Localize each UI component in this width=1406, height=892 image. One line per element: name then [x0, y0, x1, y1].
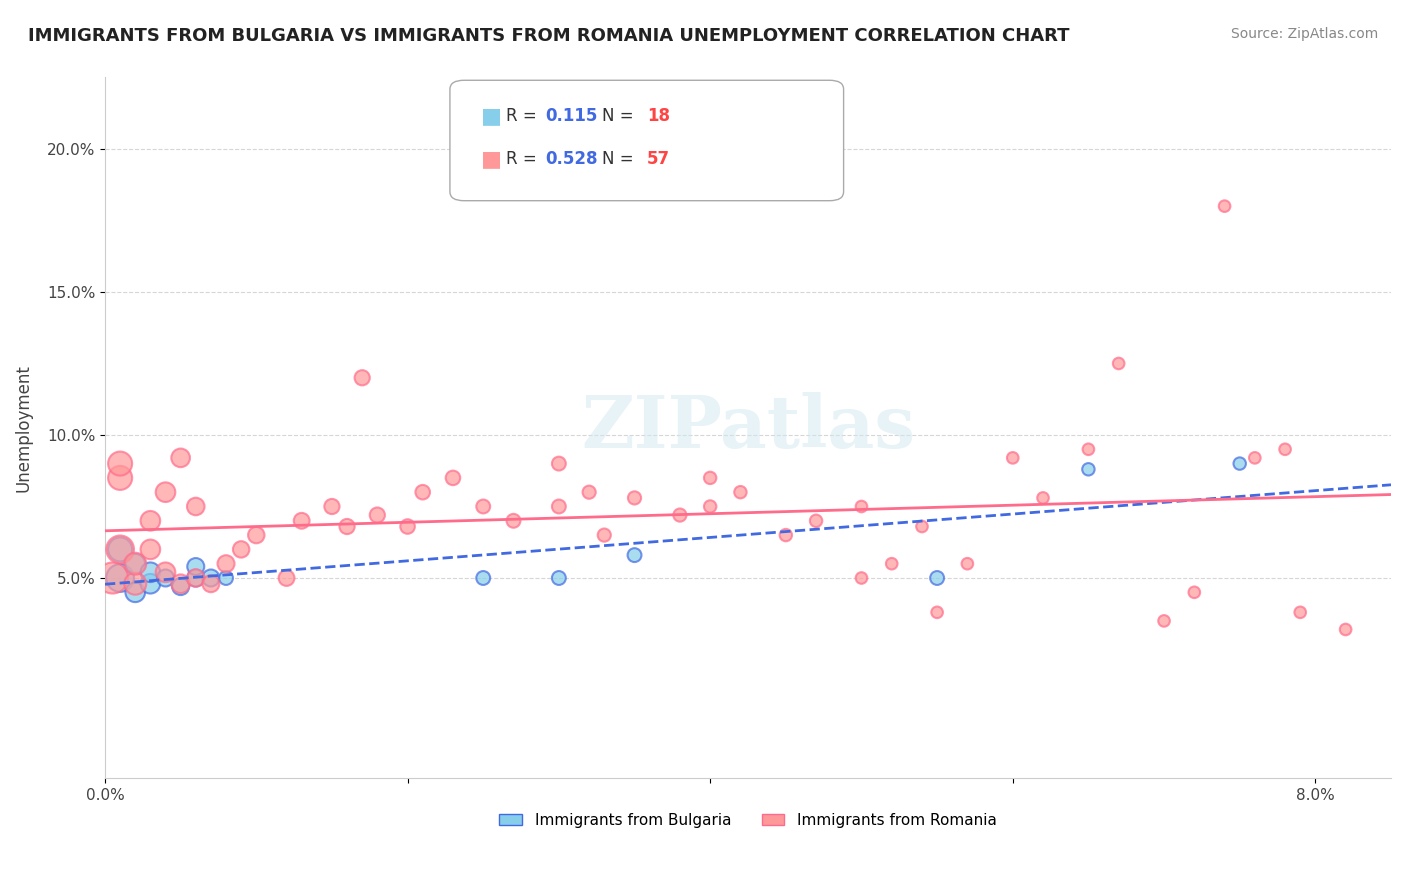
- Point: [291, 514, 314, 528]
- Point: [101, 571, 124, 585]
- Point: [911, 519, 934, 533]
- Point: [108, 571, 131, 585]
- Point: [1213, 199, 1236, 213]
- Point: [215, 571, 238, 585]
- Point: [139, 566, 162, 580]
- Text: N =: N =: [602, 107, 638, 125]
- Point: [1108, 356, 1130, 370]
- Point: [124, 585, 146, 599]
- Point: [1243, 450, 1265, 465]
- Point: [623, 548, 645, 562]
- Point: [775, 528, 797, 542]
- Point: [184, 571, 207, 585]
- Point: [336, 519, 359, 533]
- Point: [851, 571, 873, 585]
- Point: [699, 500, 721, 514]
- Point: [108, 471, 131, 485]
- Text: ■: ■: [481, 106, 502, 126]
- Text: Source: ZipAtlas.com: Source: ZipAtlas.com: [1230, 27, 1378, 41]
- Text: ■: ■: [481, 149, 502, 169]
- Point: [1077, 442, 1099, 457]
- Text: ZIPatlas: ZIPatlas: [581, 392, 915, 463]
- Point: [231, 542, 253, 557]
- Text: 18: 18: [647, 107, 669, 125]
- Point: [124, 557, 146, 571]
- Point: [730, 485, 752, 500]
- Point: [1032, 491, 1054, 505]
- Point: [927, 605, 949, 619]
- Point: [169, 450, 191, 465]
- Point: [1229, 457, 1251, 471]
- Text: 57: 57: [647, 150, 669, 168]
- Point: [623, 491, 645, 505]
- Point: [412, 485, 434, 500]
- Point: [547, 571, 569, 585]
- Point: [593, 528, 616, 542]
- Point: [472, 571, 495, 585]
- Point: [1334, 623, 1357, 637]
- Text: IMMIGRANTS FROM BULGARIA VS IMMIGRANTS FROM ROMANIA UNEMPLOYMENT CORRELATION CHA: IMMIGRANTS FROM BULGARIA VS IMMIGRANTS F…: [28, 27, 1070, 45]
- Point: [139, 576, 162, 591]
- Legend: Immigrants from Bulgaria, Immigrants from Romania: Immigrants from Bulgaria, Immigrants fro…: [494, 806, 1002, 834]
- Point: [139, 514, 162, 528]
- Point: [245, 528, 267, 542]
- Point: [108, 542, 131, 557]
- Point: [547, 500, 569, 514]
- Point: [184, 500, 207, 514]
- Point: [547, 457, 569, 471]
- Point: [184, 559, 207, 574]
- Point: [1001, 450, 1024, 465]
- Point: [184, 571, 207, 585]
- Y-axis label: Unemployment: Unemployment: [15, 364, 32, 491]
- Point: [699, 471, 721, 485]
- Point: [396, 519, 419, 533]
- Text: N =: N =: [602, 150, 638, 168]
- Point: [124, 557, 146, 571]
- Point: [502, 514, 524, 528]
- Point: [880, 557, 903, 571]
- Point: [366, 508, 388, 522]
- Point: [169, 576, 191, 591]
- Point: [804, 514, 827, 528]
- Point: [352, 371, 374, 385]
- Point: [578, 485, 600, 500]
- Text: 0.115: 0.115: [546, 107, 598, 125]
- Point: [155, 571, 177, 585]
- Point: [139, 542, 162, 557]
- Point: [1274, 442, 1296, 457]
- Point: [1289, 605, 1312, 619]
- Point: [215, 557, 238, 571]
- Point: [200, 576, 222, 591]
- Point: [276, 571, 298, 585]
- Point: [1077, 462, 1099, 476]
- Point: [108, 542, 131, 557]
- Text: R =: R =: [506, 107, 543, 125]
- Text: R =: R =: [506, 150, 543, 168]
- Point: [155, 566, 177, 580]
- Point: [441, 471, 464, 485]
- Point: [669, 508, 692, 522]
- Point: [1153, 614, 1175, 628]
- Point: [956, 557, 979, 571]
- Point: [169, 580, 191, 594]
- Point: [472, 500, 495, 514]
- Point: [927, 571, 949, 585]
- Point: [321, 500, 343, 514]
- Point: [124, 576, 146, 591]
- Point: [1182, 585, 1205, 599]
- Point: [108, 457, 131, 471]
- Point: [200, 571, 222, 585]
- Point: [155, 485, 177, 500]
- Point: [851, 500, 873, 514]
- Text: 0.528: 0.528: [546, 150, 598, 168]
